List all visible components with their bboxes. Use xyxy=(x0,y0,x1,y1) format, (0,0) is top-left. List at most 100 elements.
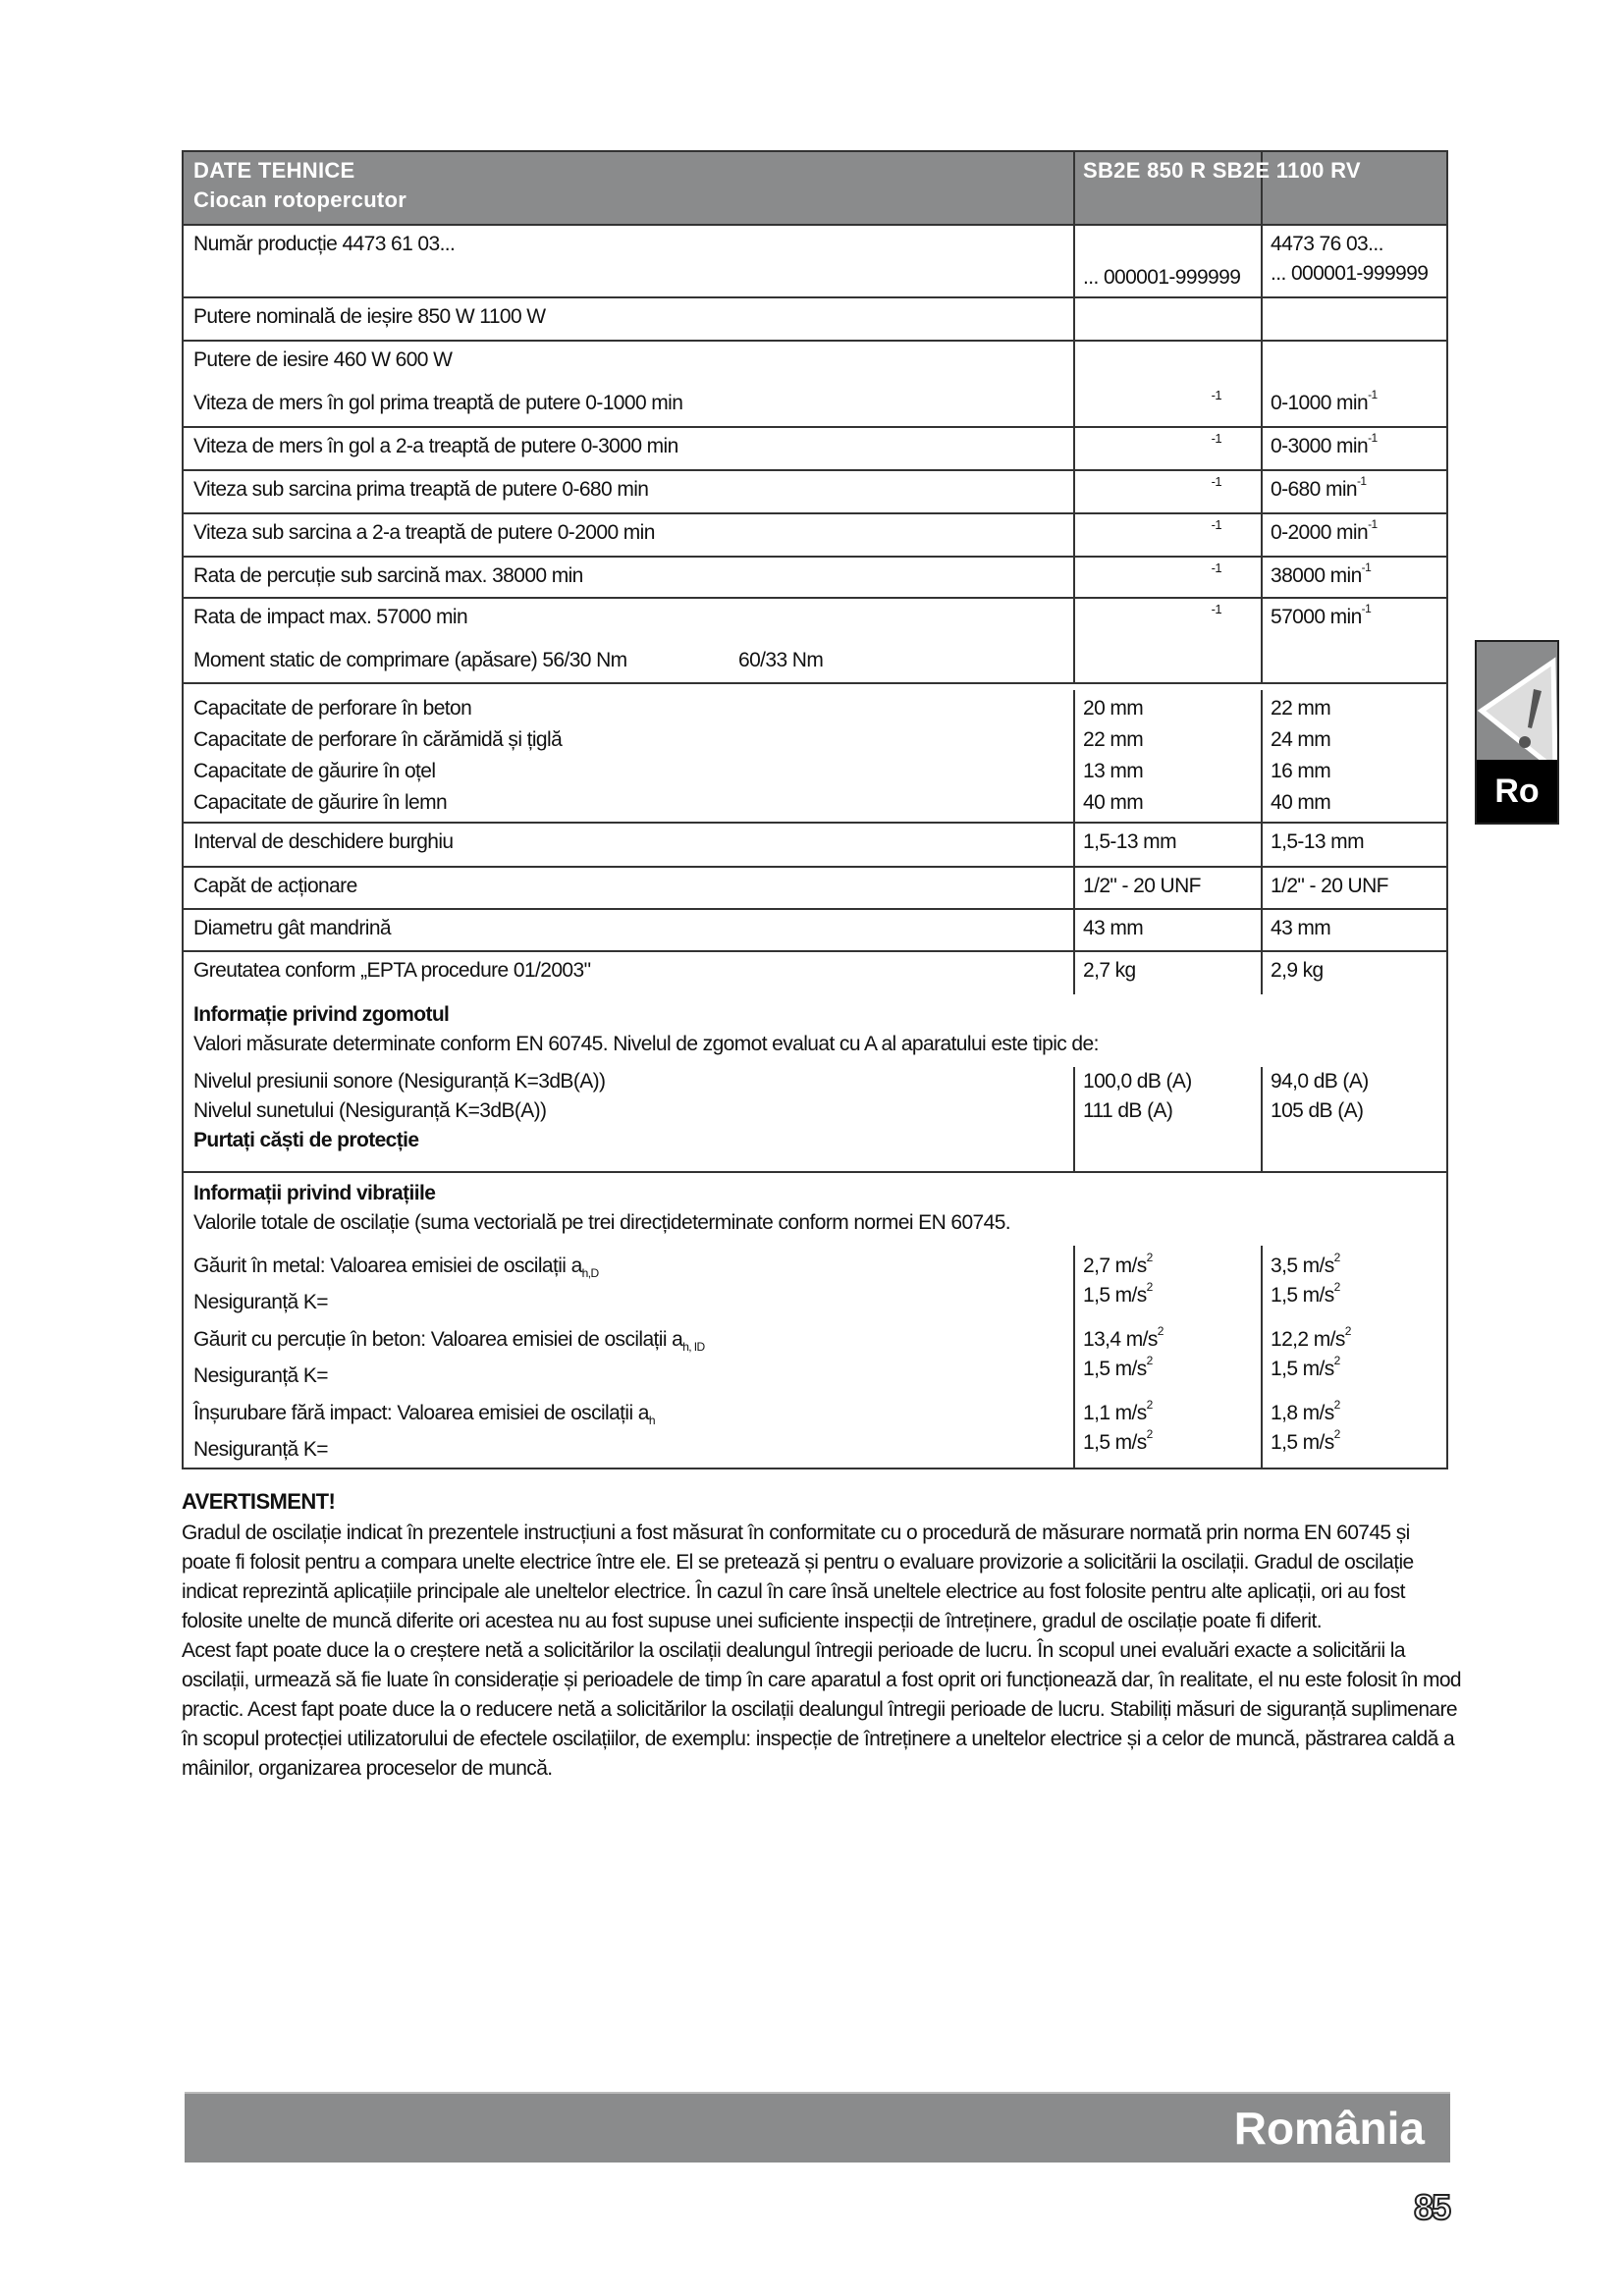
vibration-item: Găurit cu percuție în beton: Valoarea em… xyxy=(193,1325,1063,1399)
text: Înșurubare fără impact: Valoarea emisiei… xyxy=(193,1402,649,1424)
vibration-description: Valorile totale de oscilație (suma vecto… xyxy=(193,1211,1011,1234)
cell-value: 4473 76 03... xyxy=(1271,233,1383,255)
cell-value: 38000 min-1 xyxy=(1263,558,1446,597)
text: 1,5 m/s xyxy=(1271,1358,1334,1380)
subscript: h,D xyxy=(581,1266,599,1281)
text: 1,5 m/s xyxy=(1083,1284,1147,1307)
cell-value: 57000 min-1 xyxy=(1263,599,1446,642)
superscript: 2 xyxy=(1333,1354,1341,1367)
text: 0-680 min xyxy=(1271,478,1358,501)
text: 2,7 kg xyxy=(1083,959,1136,982)
text: Găurit în metal: Valoarea emisiei de osc… xyxy=(193,1255,582,1277)
text: Viteza sub sarcina a 2-a treaptă de pute… xyxy=(193,521,655,544)
superscript: -1 xyxy=(1075,514,1263,556)
table-row: Rata de percuție sub sarcină max. 38000 … xyxy=(184,558,1446,599)
text: Viteza de mers în gol prima treaptă de p… xyxy=(193,392,683,414)
text: 1/2" - 20 UNF xyxy=(1083,875,1201,897)
cell-value: 0-3000 min-1 xyxy=(1263,428,1446,469)
warning-paragraph: Gradul de oscilație indicat în prezentel… xyxy=(182,1522,1414,1632)
text: 1,1 m/s xyxy=(1083,1402,1147,1424)
superscript: 2 xyxy=(1146,1251,1154,1264)
cell-value: 60/33 Nm xyxy=(738,649,824,671)
text: Rata de impact max. 57000 min xyxy=(193,606,468,628)
footer-banner: România xyxy=(185,2092,1450,2163)
superscript: 2 xyxy=(1333,1398,1341,1412)
text: -1 xyxy=(1211,388,1222,402)
superscript: -1 xyxy=(1075,558,1263,597)
vibration-title: Informații privind vibrațiile xyxy=(193,1182,436,1204)
cell-value: 22 mm xyxy=(1083,728,1144,751)
warning-triangle-icon xyxy=(1477,642,1557,760)
table-title: DATE TEHNICE xyxy=(193,158,355,183)
table-row: Capăt de acționare 1/2" - 20 UNF 1/2" - 20… xyxy=(184,868,1446,910)
row-label: Viteza sub sarcina prima treaptă de pute… xyxy=(184,471,1075,512)
text: 43 mm xyxy=(1083,917,1144,939)
superscript: 2 xyxy=(1146,1398,1154,1412)
cell-value: 2,9 kg xyxy=(1263,952,1446,994)
text: Putere de iesire 460 W 600 W xyxy=(193,348,453,371)
cell-value: 24 mm xyxy=(1271,728,1331,751)
vibration-values: 1,8 m/s2 1,5 m/s2 xyxy=(1271,1399,1438,1472)
table-row: Număr producție 4473 61 03... ... 000001… xyxy=(184,226,1446,298)
row-label: Număr producție 4473 61 03... xyxy=(184,226,1075,296)
cell-value: 22 mm xyxy=(1271,697,1331,720)
text: Viteza de mers în gol a 2-a treaptă de p… xyxy=(193,435,678,457)
cell-value: 20 mm xyxy=(1083,697,1144,720)
protection-note: Purtați căști de protecție xyxy=(193,1129,419,1151)
text: 43 mm xyxy=(1271,917,1331,939)
cell-value: 16 mm xyxy=(1271,760,1331,782)
superscript: -1 xyxy=(1075,385,1263,426)
table-subtitle: Ciocan rotopercutor xyxy=(193,187,407,212)
cell-value xyxy=(1263,342,1446,385)
cell-value: 40 mm xyxy=(1271,791,1331,814)
table-row: Diametru gât mandrină 43 mm 43 mm xyxy=(184,910,1446,952)
text: 1,5-13 mm xyxy=(1271,830,1365,853)
table-row: Putere de iesire 460 W 600 W xyxy=(184,342,1446,385)
vibration-item: Înșurubare fără impact: Valoarea emisiei… xyxy=(193,1399,1063,1472)
cell-value xyxy=(1075,298,1263,340)
row-label: Capăt de acționare xyxy=(184,868,1075,908)
vibration-values: 1,1 m/s2 1,5 m/s2 xyxy=(1083,1399,1253,1472)
superscript: 2 xyxy=(1146,1354,1154,1367)
text: Nesiguranță K= xyxy=(193,1364,329,1388)
table-row: Greutatea conform „EPTA procedure 01/200… xyxy=(184,952,1446,994)
cell-value: 43 mm xyxy=(1263,910,1446,950)
superscript: -1 xyxy=(1075,428,1263,469)
row-label: Viteza de mers în gol a 2-a treaptă de p… xyxy=(184,428,1075,469)
row-label: Rata de impact max. 57000 min xyxy=(184,599,1075,642)
cell-value: 0-2000 min-1 xyxy=(1263,514,1446,556)
table-row-capacity: Capacitate de perforare în beton Capacita… xyxy=(184,684,1446,824)
text: 12,2 m/s xyxy=(1271,1328,1345,1351)
cell-value: 1,5-13 mm xyxy=(1263,824,1446,866)
text: 13,4 m/s xyxy=(1083,1328,1158,1351)
superscript: 2 xyxy=(1344,1324,1352,1338)
page-number: 85 xyxy=(1413,2186,1452,2228)
text: Viteza sub sarcina prima treaptă de pute… xyxy=(193,478,649,501)
vibration-values: 2,7 m/s2 1,5 m/s2 xyxy=(1083,1252,1253,1325)
text: 1/2" - 20 UNF xyxy=(1271,875,1388,897)
noise-section: Informație privind zgomotul Valori măsura… xyxy=(184,994,1446,1173)
language-label: Ro xyxy=(1477,760,1557,823)
row-label: Capacitate de găurire în lemn xyxy=(193,791,448,814)
vibration-values: 13,4 m/s2 1,5 m/s2 xyxy=(1083,1325,1253,1399)
table-row: Interval de deschidere burghiu 1,5-13 mm 1… xyxy=(184,824,1446,868)
superscript: -1 xyxy=(1368,517,1378,531)
row-label: Capacitate de perforare în cărămidă și ț… xyxy=(193,728,563,751)
cell-value: 13 mm xyxy=(1083,760,1144,782)
country-label: România xyxy=(1233,2103,1425,2154)
cell-value: ... 000001-999999 xyxy=(1271,262,1429,285)
table-header: DATE TEHNICE Ciocan rotopercutor SB2E 850… xyxy=(184,152,1446,226)
table-row: Viteza de mers în gol a 2-a treaptă de p… xyxy=(184,428,1446,471)
technical-data-table: DATE TEHNICE Ciocan rotopercutor SB2E 850… xyxy=(182,150,1448,1469)
cell-value: 1/2" - 20 UNF xyxy=(1075,868,1263,908)
vibration-item: Găurit în metal: Valoarea emisiei de osc… xyxy=(193,1252,1063,1325)
superscript: -1 xyxy=(1075,599,1263,642)
text: Putere nominală de ieșire 850 W 1100 W xyxy=(193,305,546,328)
text: Interval de deschidere burghiu xyxy=(193,830,454,853)
row-label: Rata de percuție sub sarcină max. 38000 … xyxy=(184,558,1075,597)
warning-paragraph: Acest fapt poate duce la o creștere netă… xyxy=(182,1639,1462,1780)
text: 3,5 m/s xyxy=(1271,1255,1334,1277)
table-row: Rata de impact max. 57000 min -1 57000 min… xyxy=(184,599,1446,642)
row-label: Viteza sub sarcina a 2-a treaptă de pute… xyxy=(184,514,1075,556)
text: -1 xyxy=(1211,474,1222,489)
